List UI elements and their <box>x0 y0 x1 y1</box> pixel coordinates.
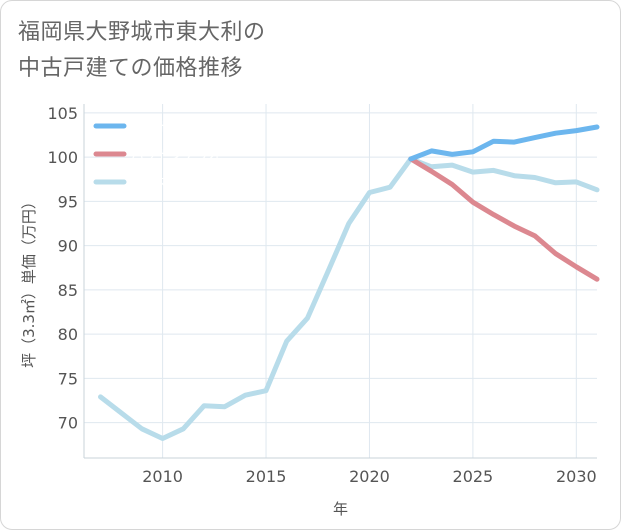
legend-label-2: ノーマルシナリオ <box>131 176 235 191</box>
y-tick-label: 75 <box>58 369 78 388</box>
x-tick-label: 2015 <box>246 467 287 486</box>
x-tick-label: 2010 <box>142 467 183 486</box>
y-tick-label: 105 <box>47 104 78 123</box>
x-tick-label: 2020 <box>349 467 390 486</box>
x-tick-label: 2025 <box>453 467 494 486</box>
series-line-0 <box>408 124 600 162</box>
x-tick-label: 2030 <box>556 467 597 486</box>
x-axis-label: 年 <box>333 500 348 518</box>
y-tick-label: 95 <box>58 192 78 211</box>
chart-title-line1: 福岡県大野城市東大利の <box>18 20 266 45</box>
y-tick-label: 70 <box>58 414 78 433</box>
x-axis-ticks: 2010 2015 2020 2025 2030 <box>142 467 596 486</box>
y-tick-label: 85 <box>58 281 78 300</box>
chart-title: 福岡県大野城市東大利の 中古戸建ての価格推移 <box>18 15 266 87</box>
legend-label-0: グッドシナリオ <box>131 120 222 135</box>
y-axis-ticks: 70 75 80 85 90 95 100 105 <box>47 104 78 433</box>
chart-title-line2: 中古戸建ての価格推移 <box>18 56 244 81</box>
y-tick-label: 90 <box>58 237 78 256</box>
y-tick-label: 100 <box>47 148 78 167</box>
plot-frame <box>83 104 597 459</box>
series-lines <box>98 124 600 441</box>
legend-label-1: バッドシナリオ <box>131 148 222 163</box>
grid-lines <box>84 104 597 458</box>
series-line-1 <box>408 156 600 282</box>
series-line-2 <box>98 156 600 441</box>
y-axis-label: 坪（3.3㎡）単価（万円） <box>20 194 38 368</box>
y-tick-label: 80 <box>58 325 78 344</box>
